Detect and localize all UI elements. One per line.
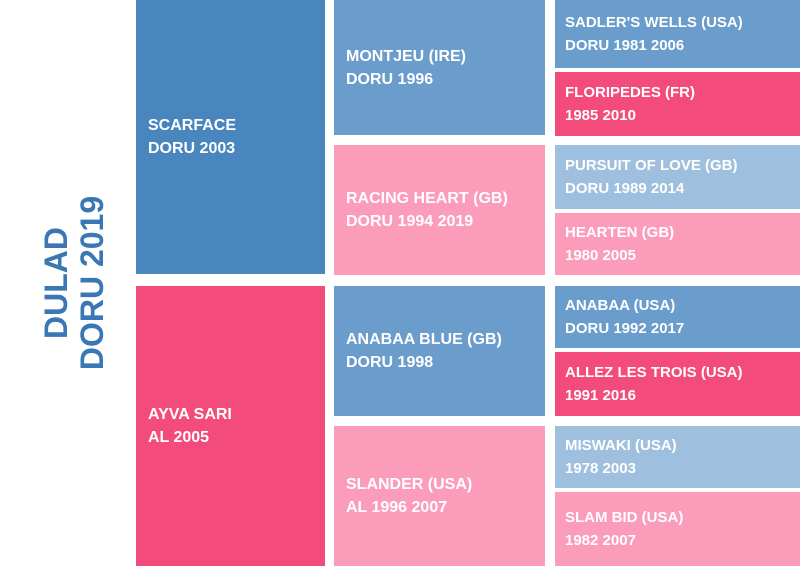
- sire-box: SCARFACE DORU 2003: [136, 0, 325, 274]
- great-grandparent-name: SADLER'S WELLS (USA): [565, 14, 743, 31]
- grandparent-box: MONTJEU (IRE) DORU 1996: [334, 0, 545, 135]
- great-grandparent-info: 1982 2007: [565, 532, 636, 549]
- sire-name: SCARFACE: [148, 117, 237, 134]
- great-grandparent-box: MISWAKI (USA) 1978 2003: [555, 426, 800, 488]
- great-grandparent-name: FLORIPEDES (FR): [565, 84, 695, 101]
- horse-name: DULAD: [38, 227, 74, 339]
- great-grandparent-info: DORU 1989 2014: [565, 180, 685, 197]
- grandparent-name: MONTJEU (IRE): [346, 47, 466, 65]
- great-grandparent-name: PURSUIT OF LOVE (GB): [565, 157, 738, 174]
- great-grandparent-name: HEARTEN (GB): [565, 224, 675, 241]
- grandparent-name: RACING HEART (GB): [346, 190, 508, 207]
- great-grandparent-name: ANABAA (USA): [565, 297, 676, 314]
- horse-info: DORU 2019: [74, 195, 110, 371]
- great-grandparent-box: SLAM BID (USA) 1982 2007: [555, 492, 800, 566]
- grandparent-info: DORU 1998: [346, 354, 434, 371]
- great-grandparent-box: FLORIPEDES (FR) 1985 2010: [555, 72, 800, 136]
- grandparent-info: AL 1996 2007: [346, 499, 448, 516]
- dam-box: AYVA SARI AL 2005: [136, 286, 325, 566]
- sire-info: DORU 2003: [148, 140, 236, 157]
- pedigree-title: DULAD DORU 2019: [24, 0, 124, 566]
- great-grandparent-info: 1991 2016: [565, 387, 636, 404]
- grandparent-name: SLANDER (USA): [346, 476, 473, 493]
- great-grandparent-box: ALLEZ LES TROIS (USA) 1991 2016: [555, 352, 800, 416]
- grandparent-box: ANABAA BLUE (GB) DORU 1998: [334, 286, 545, 416]
- great-grandparent-box: SADLER'S WELLS (USA) DORU 1981 2006: [555, 0, 800, 68]
- great-grandparent-info: DORU 1981 2006: [565, 37, 685, 54]
- great-grandparent-info: 1978 2003: [565, 460, 636, 477]
- dam-info: AL 2005: [148, 429, 210, 446]
- great-grandparent-box: HEARTEN (GB) 1980 2005: [555, 213, 800, 275]
- grandparent-info: DORU 1996: [346, 70, 434, 88]
- dam-name: AYVA SARI: [148, 406, 232, 423]
- grandparent-info: DORU 1994 2019: [346, 213, 474, 230]
- great-grandparent-name: MISWAKI (USA): [565, 437, 677, 454]
- great-grandparent-box: ANABAA (USA) DORU 1992 2017: [555, 286, 800, 348]
- great-grandparent-name: SLAM BID (USA): [565, 509, 684, 526]
- great-grandparent-info: 1985 2010: [565, 107, 636, 124]
- grandparent-box: SLANDER (USA) AL 1996 2007: [334, 426, 545, 566]
- great-grandparent-info: DORU 1992 2017: [565, 320, 685, 337]
- grandparent-name: ANABAA BLUE (GB): [346, 331, 502, 348]
- great-grandparent-box: PURSUIT OF LOVE (GB) DORU 1989 2014: [555, 145, 800, 209]
- great-grandparent-name: ALLEZ LES TROIS (USA): [565, 364, 743, 381]
- grandparent-box: RACING HEART (GB) DORU 1994 2019: [334, 145, 545, 275]
- great-grandparent-info: 1980 2005: [565, 247, 636, 264]
